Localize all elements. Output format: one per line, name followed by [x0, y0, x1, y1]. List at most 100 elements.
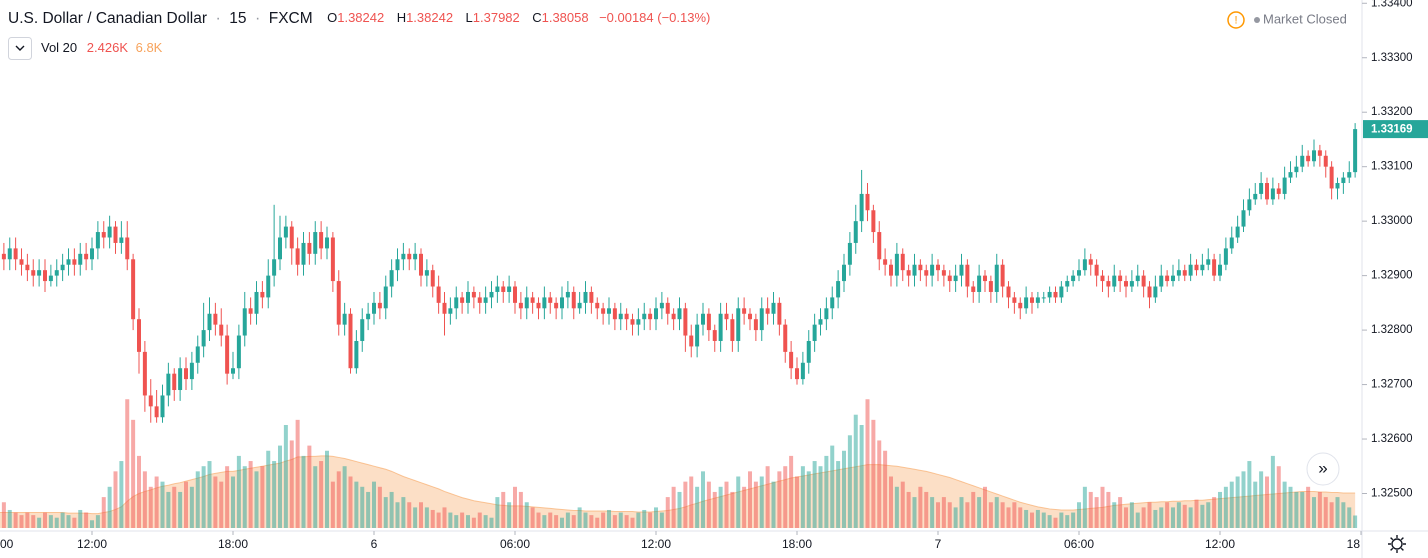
- candle-body: [583, 291, 588, 303]
- ohlc-value: 1.38242: [406, 10, 453, 25]
- settings-icon[interactable]: [1388, 535, 1406, 553]
- collapse-button[interactable]: [8, 37, 32, 60]
- candle-body: [565, 291, 570, 298]
- y-tick-label: 1.32500: [1371, 488, 1413, 500]
- volume-bar: [994, 497, 999, 528]
- candle-body: [524, 297, 529, 309]
- candle-body: [789, 351, 794, 369]
- y-tick-label: 1.32800: [1371, 324, 1413, 336]
- candle-body: [1106, 281, 1111, 287]
- volume-bar: [119, 461, 124, 528]
- candle-body: [1206, 259, 1211, 265]
- volume-bar: [1035, 509, 1040, 528]
- candle-body: [718, 313, 723, 341]
- candle-body: [231, 368, 235, 374]
- candle-body: [336, 281, 341, 325]
- volume-bar: [689, 476, 694, 528]
- gear-body: [1391, 538, 1403, 550]
- candle-body: [712, 330, 717, 341]
- volume-bar: [695, 486, 700, 528]
- candle-body: [266, 275, 271, 298]
- candle-body: [654, 308, 658, 320]
- volume-bar: [501, 491, 506, 528]
- candle-body: [1118, 275, 1123, 282]
- volume-bar: [977, 497, 982, 528]
- volume-bar: [824, 455, 829, 528]
- candle-body: [1312, 150, 1316, 162]
- volume-bar: [789, 455, 794, 528]
- candle-body: [1077, 270, 1081, 276]
- volume-bar: [436, 512, 441, 528]
- candle-body: [595, 302, 600, 309]
- scroll-button[interactable]: [1306, 452, 1340, 486]
- candle-body: [419, 253, 423, 276]
- volume-bar: [48, 515, 53, 528]
- candle-body: [642, 313, 647, 320]
- volume-bar: [847, 435, 852, 528]
- candle-body: [289, 226, 294, 249]
- volume-bar: [777, 471, 782, 528]
- volume-bar: [419, 502, 423, 528]
- volume-bar: [307, 445, 312, 528]
- candle-body: [301, 242, 306, 265]
- candle-body: [936, 264, 940, 271]
- volume-bar: [43, 512, 47, 528]
- candle-body: [1171, 275, 1175, 282]
- candle-body: [489, 291, 494, 298]
- volume-bar: [460, 512, 465, 528]
- candle-body: [677, 308, 682, 320]
- candle-body: [900, 253, 905, 271]
- volume-bar: [671, 486, 676, 528]
- volume-bar: [289, 440, 294, 528]
- volume-bar: [330, 481, 335, 528]
- volume-bar: [1223, 486, 1228, 528]
- volume-bar: [1206, 502, 1211, 528]
- candle-body: [1335, 183, 1340, 189]
- volume-bar: [354, 481, 359, 528]
- candle-body: [330, 237, 335, 282]
- candle-body: [113, 226, 118, 243]
- volume-bar: [1153, 509, 1158, 528]
- candle-body: [736, 308, 741, 341]
- volume-bar: [37, 517, 42, 528]
- volume-bar: [1047, 515, 1052, 528]
- candle-body: [1353, 129, 1358, 173]
- candle-body: [771, 302, 776, 314]
- x-tick-label: 18:00: [782, 537, 812, 551]
- volume-bar: [295, 419, 300, 528]
- candle-body: [37, 270, 42, 276]
- volume-bar: [31, 515, 36, 528]
- volume-bar: [1112, 502, 1117, 528]
- candle-body: [906, 270, 911, 276]
- volume-bar: [1194, 499, 1199, 528]
- volume-bar: [736, 476, 741, 528]
- candle-body: [172, 373, 177, 391]
- volume-bar: [971, 491, 976, 528]
- candle-body: [1088, 259, 1093, 265]
- volume-bar: [765, 466, 770, 528]
- candle-body: [72, 259, 77, 265]
- ohlc-value: 1.38058: [542, 10, 589, 25]
- volume-bar: [783, 466, 788, 528]
- source: FXCM: [269, 10, 313, 27]
- separator: ·: [255, 10, 260, 27]
- volume-bar: [812, 461, 817, 528]
- candle-body: [1082, 259, 1087, 271]
- volume-bar: [953, 507, 958, 528]
- candle-body: [759, 308, 764, 331]
- volume-bar: [560, 517, 564, 528]
- candle-body: [1100, 275, 1105, 282]
- volume-bar: [836, 461, 841, 528]
- candle-body: [401, 253, 406, 260]
- warning-icon[interactable]: [1227, 11, 1245, 29]
- candle-body: [48, 275, 53, 282]
- candle-body: [800, 362, 805, 380]
- volume-bar: [677, 491, 682, 528]
- volume-bar: [877, 440, 882, 528]
- candle-body: [859, 193, 864, 222]
- volume-bar: [1053, 517, 1058, 528]
- volume-bar: [66, 515, 71, 528]
- volume-bar: [184, 481, 188, 528]
- candle-body: [988, 281, 993, 292]
- candle-body: [853, 221, 858, 243]
